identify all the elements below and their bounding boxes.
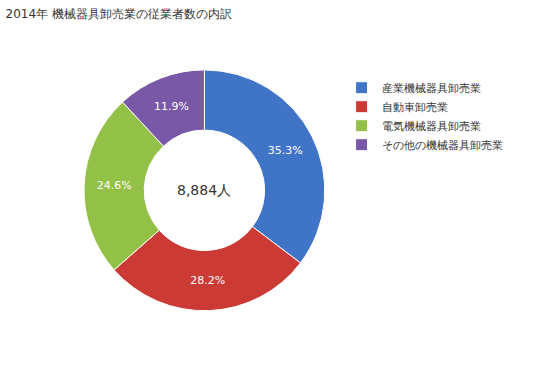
svg-text:11.9%: 11.9% (154, 100, 189, 113)
svg-text:電気機械器具卸売業: 電気機械器具卸売業 (382, 120, 481, 133)
svg-text:8,884人: 8,884人 (177, 182, 231, 198)
svg-text:35.3%: 35.3% (268, 144, 303, 157)
svg-text:その他の機械器具卸売業: その他の機械器具卸売業 (382, 139, 503, 152)
svg-text:自動車卸売業: 自動車卸売業 (382, 101, 448, 114)
svg-text:24.6%: 24.6% (97, 179, 132, 192)
svg-text:28.2%: 28.2% (190, 274, 225, 287)
svg-text:産業機械器具卸売業: 産業機械器具卸売業 (382, 82, 481, 95)
svg-text:2014年 機械器具卸売業の従業者数の内訳: 2014年 機械器具卸売業の従業者数の内訳 (6, 7, 232, 21)
